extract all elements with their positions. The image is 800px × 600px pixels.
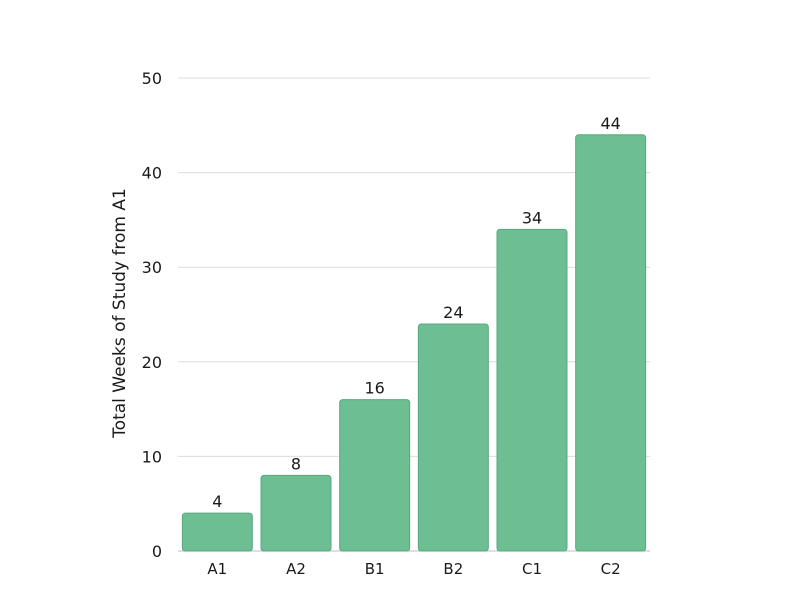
data-label-c1: 34 bbox=[522, 208, 542, 227]
x-tick-label-b2: B2 bbox=[443, 560, 463, 578]
data-label-b1: 16 bbox=[364, 379, 384, 398]
data-label-a1: 4 bbox=[212, 492, 222, 511]
x-tick-label-c1: C1 bbox=[522, 560, 542, 578]
x-tick-label-a1: A1 bbox=[207, 560, 227, 578]
data-labels: 4 8 16 24 34 44 bbox=[212, 114, 621, 511]
x-tick-label-b1: B1 bbox=[365, 560, 385, 578]
data-label-a2: 8 bbox=[291, 454, 301, 473]
bar-a2 bbox=[260, 474, 332, 552]
y-axis-title: Total Weeks of Study from A1 bbox=[110, 188, 130, 439]
bar-a1 bbox=[181, 512, 253, 552]
y-tick-label: 0 bbox=[152, 542, 162, 561]
bar-c2 bbox=[575, 134, 647, 552]
x-tick-label-c2: C2 bbox=[601, 560, 621, 578]
bar-c1 bbox=[496, 228, 568, 552]
bars bbox=[181, 134, 647, 552]
data-label-b2: 24 bbox=[443, 303, 463, 322]
y-tick-label: 30 bbox=[142, 258, 162, 277]
y-axis-ticks: 0 10 20 30 40 50 bbox=[142, 69, 162, 561]
bar-b2 bbox=[417, 323, 489, 552]
gridlines bbox=[178, 77, 650, 552]
bar-b1 bbox=[339, 399, 411, 552]
x-axis-ticks: A1 A2 B1 B2 C1 C2 bbox=[207, 560, 620, 578]
y-tick-label: 40 bbox=[142, 164, 162, 183]
y-tick-label: 50 bbox=[142, 69, 162, 88]
y-tick-label: 20 bbox=[142, 353, 162, 372]
y-tick-label: 10 bbox=[142, 447, 162, 466]
data-label-c2: 44 bbox=[600, 114, 620, 133]
x-tick-label-a2: A2 bbox=[286, 560, 306, 578]
